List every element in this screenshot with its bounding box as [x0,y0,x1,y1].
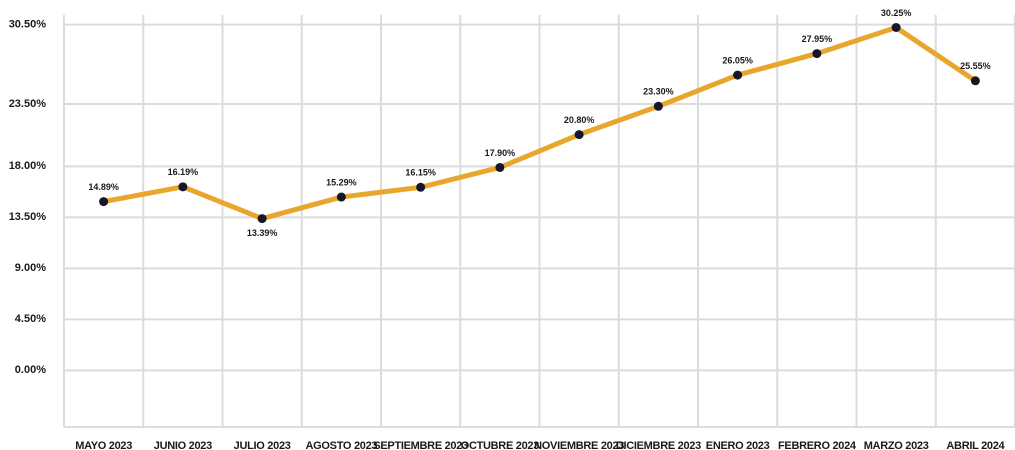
y-tick-label: 9.00% [15,262,46,274]
point [653,101,663,111]
value-label: 16.15% [405,168,436,178]
point [99,197,109,207]
x-tick-label: JULIO 2023 [234,440,291,450]
value-label: 14.89% [88,182,119,192]
x-tick-label: SEPTIEMBRE 2023 [373,440,468,450]
y-tick-label: 4.50% [15,313,46,325]
x-tick-label: MARZO 2023 [864,440,929,450]
value-label: 27.95% [802,34,833,44]
y-tick-label: 23.50% [9,98,47,110]
value-label: 13.39% [247,228,278,238]
value-label: 23.30% [643,87,674,97]
line [103,25,977,222]
point [970,76,980,86]
x-tick-label: OCTUBRE 2023 [461,440,539,450]
x-tick-label: MAYO 2023 [75,440,132,450]
y-tick-label: 18.00% [9,160,47,172]
point [178,182,188,192]
y-tick-label: 30.50% [9,19,47,31]
x-tick-label: ENERO 2023 [706,440,770,450]
y-tick-label: 13.50% [9,211,47,223]
value-label: 16.19% [168,167,199,177]
value-label: 15.29% [326,177,357,187]
y-tick-label: 0.00% [15,364,46,376]
point [336,192,346,202]
point [257,214,267,224]
x-tick-label: JUNIO 2023 [154,440,212,450]
x-tick-label: NOVIEMBRE 2023 [534,440,624,450]
x-tick-label: FEBRERO 2024 [778,440,857,450]
point [495,162,505,172]
point [733,70,743,80]
value-label: 30.25% [881,8,912,18]
value-label: 17.90% [485,148,516,158]
point [812,49,822,59]
point [891,23,901,32]
x-tick-label: AGOSTO 2023 [306,440,378,450]
point [574,130,584,140]
x-tick-label: ABRIL 2024 [946,440,1005,450]
x-tick-label: DICIEMBRE 2023 [616,440,701,450]
value-label: 26.05% [722,55,753,65]
point [416,182,426,192]
value-label: 20.80% [564,115,595,125]
value-label: 25.55% [960,61,991,71]
